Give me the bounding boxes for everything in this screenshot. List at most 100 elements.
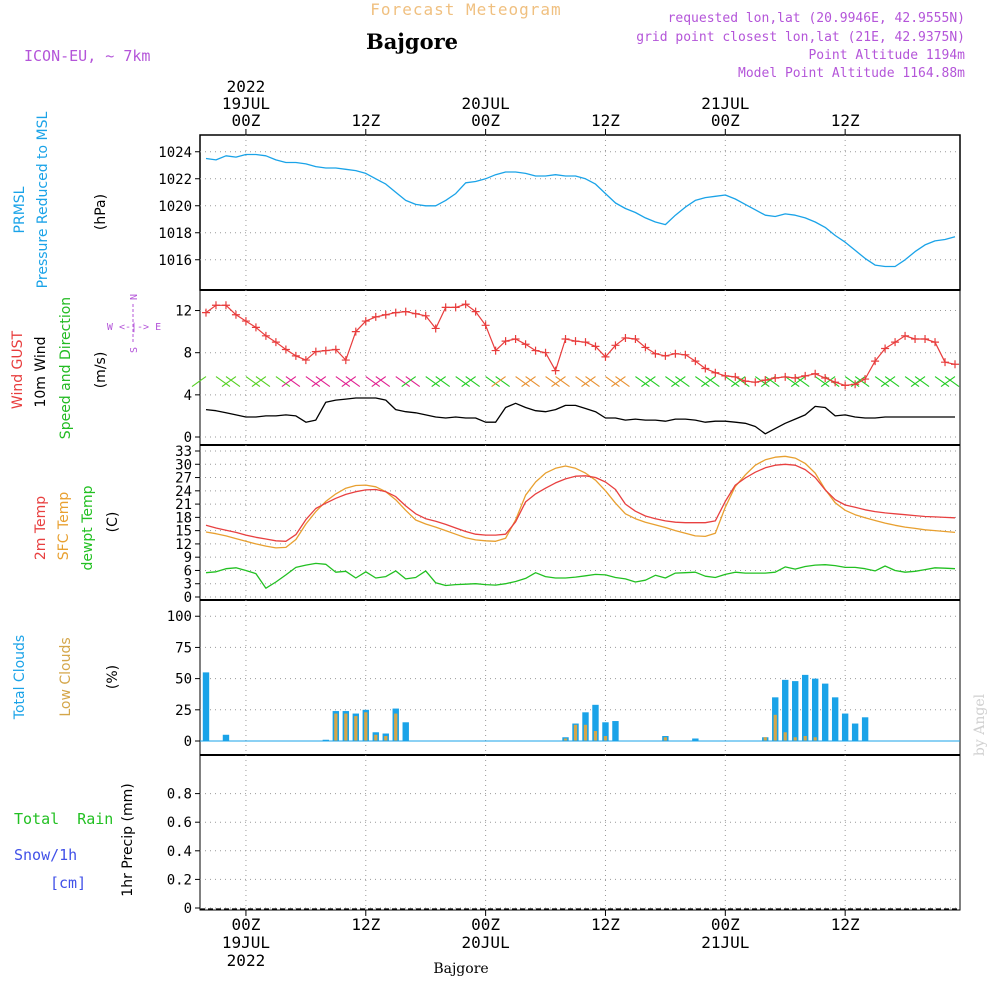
wind-gust-marker bbox=[231, 310, 240, 319]
wind-gust-marker bbox=[471, 307, 480, 316]
bottom-x-label: 19JUL bbox=[222, 933, 270, 952]
pressure-label: Pressure Reduced to MSL bbox=[35, 111, 51, 288]
compass-east-west: W <-|-> E bbox=[107, 322, 161, 333]
grid-point-coords: grid point closest lon,lat (21E, 42.9375… bbox=[636, 30, 965, 45]
wind-gust-marker bbox=[751, 378, 760, 387]
wind-gust-marker bbox=[711, 368, 720, 377]
wind-direction-arrow bbox=[395, 376, 411, 387]
wind-gust-marker bbox=[521, 340, 530, 349]
wind-gust-marker bbox=[461, 300, 470, 309]
bottom-x-label: 00Z bbox=[231, 915, 260, 934]
bottom-x-label: 21JUL bbox=[701, 933, 749, 952]
low-cloud-bar bbox=[563, 738, 568, 741]
y-tick-label: 4 bbox=[184, 388, 192, 404]
wind-direction-arrow bbox=[820, 376, 836, 387]
precip-unit: 1hr Precip (mm) bbox=[120, 783, 136, 896]
wind-gust-marker bbox=[801, 371, 810, 380]
low-cloud-bar bbox=[783, 732, 787, 741]
bottom-x-label: 00Z bbox=[471, 915, 500, 934]
low-cloud-bar bbox=[344, 713, 348, 741]
y-tick-label: 1018 bbox=[158, 226, 192, 242]
compass-south: S bbox=[129, 347, 140, 353]
wind-direction-arrow bbox=[545, 376, 560, 387]
total-cloud-bar bbox=[782, 679, 789, 741]
wind-gust-marker bbox=[261, 331, 270, 340]
wind-direction-arrow bbox=[285, 376, 301, 387]
bottom-x-label: 12Z bbox=[351, 915, 380, 934]
wind-direction-arrow bbox=[305, 376, 321, 387]
wind-direction-arrow bbox=[461, 376, 476, 387]
total-cloud-bar bbox=[612, 721, 619, 741]
wind-direction-arrow bbox=[585, 376, 600, 387]
y-tick-label: 21 bbox=[175, 497, 192, 513]
top-x-label: 00Z bbox=[711, 111, 740, 130]
wind-gust-marker bbox=[321, 346, 330, 355]
wind-gust-marker bbox=[851, 380, 860, 389]
wind-direction-arrow bbox=[335, 376, 351, 387]
wind-10m-line bbox=[205, 397, 955, 435]
wind-direction-arrow bbox=[491, 376, 506, 387]
wind-direction-arrow bbox=[365, 376, 381, 387]
wind-direction-arrow bbox=[435, 376, 451, 387]
wind-direction-arrow bbox=[914, 376, 930, 387]
y-tick-label: 27 bbox=[175, 471, 192, 487]
total-cloud-bar bbox=[402, 722, 409, 741]
wind-gust-marker bbox=[391, 308, 400, 317]
total-cloud-bar bbox=[831, 697, 839, 741]
bottom-x-label: 12Z bbox=[831, 915, 860, 934]
wind-gust-marker bbox=[761, 376, 770, 385]
wind-gust-marker bbox=[361, 317, 370, 326]
bottom-x-label: 12Z bbox=[591, 915, 620, 934]
wind-gust-marker bbox=[581, 338, 590, 347]
bottom-x-label: 20JUL bbox=[462, 933, 510, 952]
grid-lines bbox=[200, 135, 960, 910]
clouds-unit: (%) bbox=[105, 665, 121, 689]
pressure-series bbox=[205, 153, 956, 268]
sfc-temp-line bbox=[205, 455, 956, 549]
low-cloud-bar bbox=[364, 712, 368, 741]
temperature-series bbox=[205, 455, 956, 589]
wind-gust-marker bbox=[401, 307, 410, 316]
total-clouds-label: Total Clouds bbox=[12, 635, 28, 720]
wind-direction-arrow bbox=[764, 376, 780, 387]
credit-watermark: by Angel bbox=[972, 693, 988, 756]
wind-direction-arrow bbox=[615, 376, 630, 387]
wind-gust-marker bbox=[371, 312, 380, 321]
wind-direction-arrow bbox=[455, 376, 470, 387]
wind-direction-arrow bbox=[884, 376, 900, 387]
y-tick-label: 0 bbox=[184, 734, 192, 750]
wind-gust-marker bbox=[841, 381, 850, 390]
y-tick-label: 0 bbox=[184, 590, 192, 606]
wind-gust-marker bbox=[811, 369, 820, 378]
top-x-label: 19JUL bbox=[222, 94, 270, 113]
y-tick-label: 50 bbox=[175, 672, 192, 688]
dewpt-line bbox=[205, 562, 956, 589]
total-cloud-bar bbox=[322, 739, 330, 741]
wind-gust-marker bbox=[671, 349, 680, 358]
wind-direction-arrow bbox=[275, 376, 291, 387]
low-cloud-bar bbox=[354, 716, 358, 741]
low-cloud-bar bbox=[394, 713, 398, 741]
compass-north: N bbox=[129, 294, 140, 300]
wind-direction-arrow bbox=[281, 376, 297, 387]
wind-gust-marker bbox=[561, 334, 570, 343]
y-tick-label: 8 bbox=[184, 346, 192, 362]
panel-frame bbox=[199, 754, 961, 911]
wind-gust-marker bbox=[511, 334, 520, 343]
wind-direction-arrow bbox=[465, 376, 480, 387]
wind-gust-marker bbox=[911, 334, 920, 343]
wind-unit: (m/s) bbox=[93, 352, 109, 389]
wind-direction-arrow bbox=[611, 376, 626, 387]
pressure-unit: (hPa) bbox=[93, 194, 109, 230]
wind-direction-arrow bbox=[345, 376, 361, 387]
wind-direction-arrow bbox=[665, 376, 680, 387]
temp-unit: (C) bbox=[105, 512, 121, 533]
low-cloud-bar bbox=[593, 731, 598, 741]
sfc-temp-label: SFC Temp bbox=[56, 492, 72, 561]
wind-gust-marker bbox=[381, 310, 390, 319]
total-cloud-bar bbox=[811, 678, 819, 741]
wind-gust-line bbox=[205, 303, 956, 386]
wind-direction-arrow bbox=[874, 376, 890, 387]
wind-direction-arrow bbox=[191, 376, 207, 387]
wind-gust-marker bbox=[611, 341, 620, 350]
